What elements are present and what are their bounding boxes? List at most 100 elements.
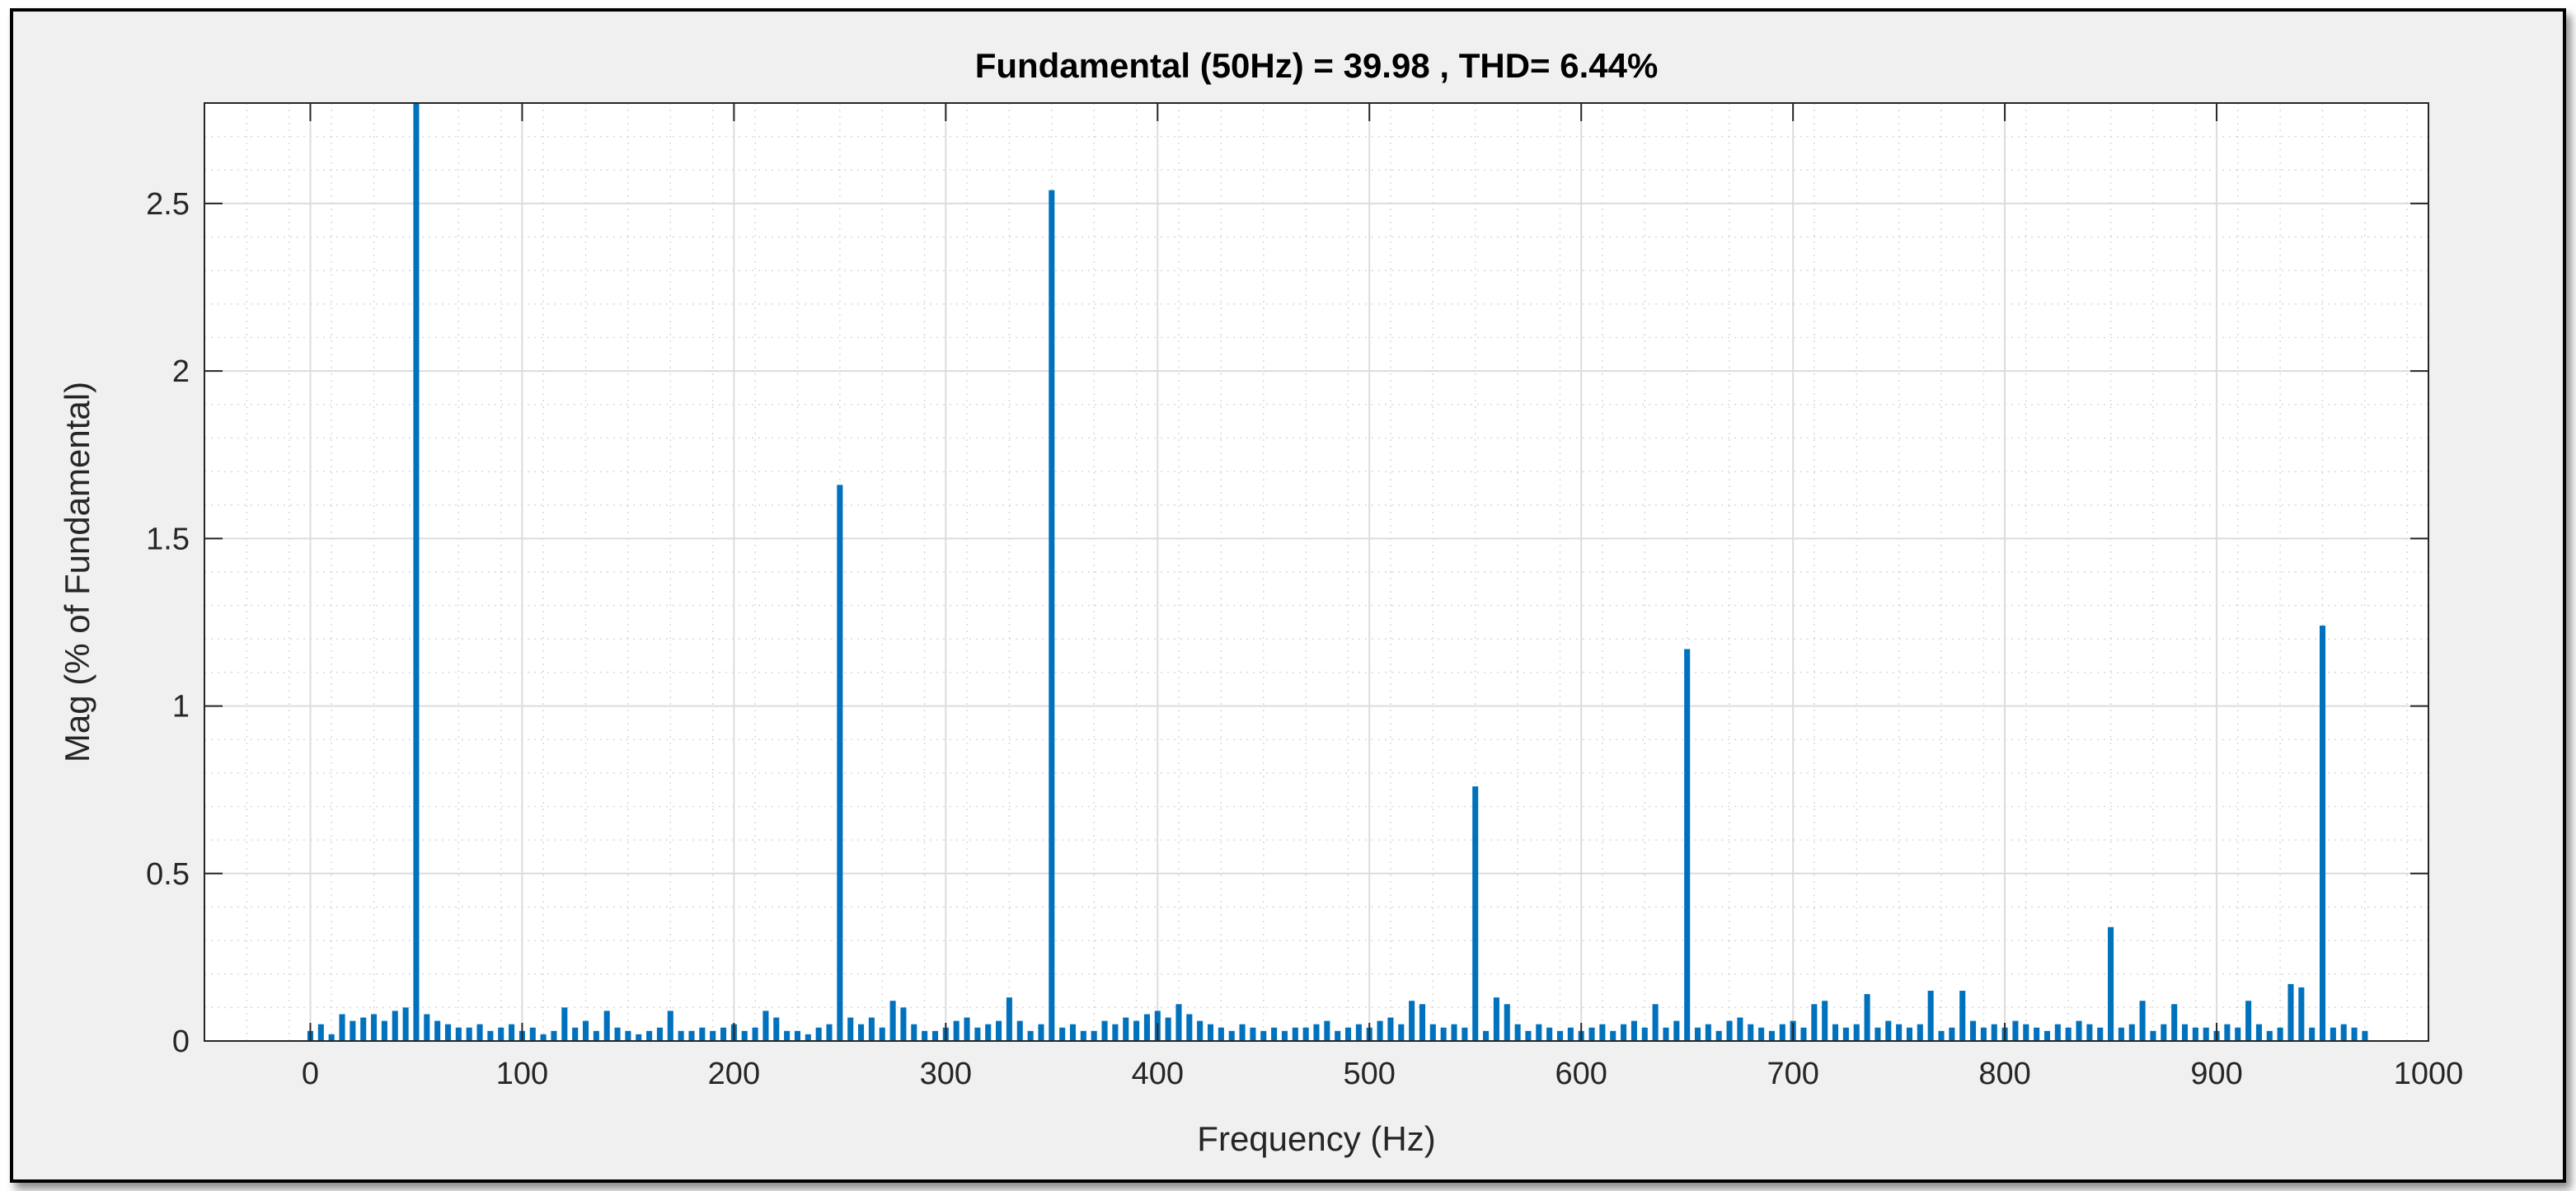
harmonic-bar bbox=[931, 1030, 939, 1041]
harmonic-bar bbox=[328, 1034, 335, 1041]
harmonic-bar bbox=[2171, 1004, 2178, 1041]
harmonic-bar bbox=[2340, 1024, 2347, 1041]
harmonic-bar bbox=[858, 1024, 865, 1041]
harmonic-bar bbox=[699, 1027, 706, 1041]
harmonic-bar bbox=[720, 1027, 727, 1041]
harmonic-bar bbox=[964, 1017, 970, 1041]
harmonic-bar bbox=[1694, 1027, 1701, 1041]
harmonic-bar bbox=[1875, 1027, 1881, 1041]
x-tick-label: 500 bbox=[1344, 1057, 1396, 1091]
harmonic-bar bbox=[1715, 1030, 1722, 1041]
x-tick-label: 400 bbox=[1132, 1057, 1184, 1091]
x-tick-label: 1000 bbox=[2394, 1057, 2464, 1091]
harmonic-bar bbox=[2118, 1027, 2124, 1041]
harmonic-bar bbox=[413, 103, 420, 1041]
x-tick-label: 800 bbox=[1978, 1057, 2030, 1091]
harmonic-bar bbox=[476, 1024, 483, 1041]
harmonic-bar bbox=[656, 1027, 663, 1041]
harmonic-bar bbox=[1409, 1001, 1415, 1041]
harmonic-bar bbox=[1292, 1027, 1298, 1041]
harmonic-bar bbox=[2203, 1027, 2209, 1041]
harmonic-bar bbox=[1335, 1030, 1341, 1041]
harmonic-bar bbox=[1440, 1027, 1447, 1041]
y-tick-label: 1 bbox=[172, 690, 190, 724]
harmonic-bar bbox=[1239, 1024, 1246, 1041]
harmonic-bar bbox=[466, 1027, 472, 1041]
harmonic-bar bbox=[1228, 1030, 1235, 1041]
harmonic-bar bbox=[2023, 1024, 2029, 1041]
harmonic-bar bbox=[350, 1020, 356, 1041]
axis-ticks bbox=[204, 103, 2429, 1042]
y-tick-label: 2.5 bbox=[146, 187, 190, 222]
harmonic-bar bbox=[2128, 1024, 2135, 1041]
harmonic-bar bbox=[1355, 1024, 1362, 1041]
plot-area bbox=[204, 103, 2428, 1041]
harmonic-bar bbox=[953, 1020, 960, 1041]
harmonic-bar bbox=[2012, 1020, 2019, 1041]
harmonic-bar bbox=[1165, 1017, 1171, 1041]
harmonic-bar bbox=[2076, 1020, 2082, 1041]
harmonic-bar bbox=[1779, 1024, 1785, 1041]
harmonic-bar bbox=[2150, 1030, 2156, 1041]
harmonic-bar bbox=[1016, 1020, 1023, 1041]
harmonic-bar bbox=[837, 485, 843, 1041]
harmonic-bar bbox=[773, 1017, 780, 1041]
harmonic-bar bbox=[1059, 1027, 1066, 1041]
harmonic-bar bbox=[1345, 1027, 1352, 1041]
harmonic-bar bbox=[1260, 1030, 1267, 1041]
harmonic-bar bbox=[2362, 1030, 2368, 1041]
harmonic-bar bbox=[1959, 991, 1966, 1041]
x-axis-title: Frequency (Hz) bbox=[1197, 1119, 1435, 1158]
harmonic-bar bbox=[402, 1007, 409, 1041]
harmonic-bar bbox=[868, 1017, 875, 1041]
harmonic-bar bbox=[1822, 1001, 1828, 1041]
harmonic-bar bbox=[1641, 1027, 1648, 1041]
harmonic-bar bbox=[1737, 1017, 1743, 1041]
harmonic-bar bbox=[688, 1030, 695, 1041]
harmonic-bar bbox=[614, 1027, 621, 1041]
harmonic-bar bbox=[1387, 1017, 1394, 1041]
harmonic-bar bbox=[1313, 1024, 1320, 1041]
harmonic-bar bbox=[985, 1024, 992, 1041]
harmonic-bar bbox=[667, 1010, 673, 1041]
harmonic-bar bbox=[1377, 1020, 1383, 1041]
x-tick-label: 600 bbox=[1555, 1057, 1607, 1091]
harmonic-bar bbox=[1567, 1027, 1574, 1041]
harmonic-bar bbox=[1970, 1020, 1977, 1041]
harmonic-bar bbox=[317, 1024, 324, 1041]
harmonic-bar bbox=[826, 1024, 833, 1041]
harmonic-bar bbox=[1398, 1024, 1405, 1041]
harmonic-bar bbox=[794, 1030, 800, 1041]
y-axis-title: Mag (% of Fundamental) bbox=[58, 382, 96, 762]
harmonic-bar bbox=[1726, 1020, 1733, 1041]
harmonic-bar bbox=[1462, 1027, 1468, 1041]
harmonic-bar bbox=[1599, 1024, 1606, 1041]
harmonic-bars bbox=[307, 103, 2368, 1042]
x-tick-label: 900 bbox=[2190, 1057, 2242, 1091]
harmonic-bar bbox=[815, 1027, 822, 1041]
harmonic-bar bbox=[2287, 983, 2294, 1041]
harmonic-bar bbox=[424, 1014, 430, 1041]
harmonic-bar bbox=[1101, 1020, 1108, 1041]
harmonic-bar bbox=[2351, 1027, 2358, 1041]
harmonic-bar bbox=[434, 1020, 441, 1041]
harmonic-bar bbox=[879, 1027, 885, 1041]
harmonic-bar bbox=[487, 1030, 494, 1041]
harmonic-bar bbox=[2298, 987, 2305, 1041]
harmonic-bar bbox=[911, 1024, 917, 1041]
harmonic-bar bbox=[996, 1020, 1002, 1041]
harmonic-bar bbox=[2192, 1027, 2198, 1041]
harmonic-bar bbox=[2034, 1027, 2040, 1041]
harmonic-bar bbox=[572, 1027, 579, 1041]
harmonic-bar bbox=[678, 1030, 684, 1041]
harmonic-bar bbox=[1472, 786, 1479, 1041]
harmonic-bar bbox=[1049, 190, 1055, 1042]
harmonic-bar bbox=[1546, 1027, 1553, 1041]
harmonic-bar bbox=[1069, 1024, 1077, 1041]
harmonic-bar bbox=[1038, 1024, 1044, 1041]
harmonic-bar bbox=[2181, 1024, 2189, 1041]
harmonic-bar bbox=[582, 1020, 589, 1041]
harmonic-bar bbox=[1758, 1027, 1765, 1041]
